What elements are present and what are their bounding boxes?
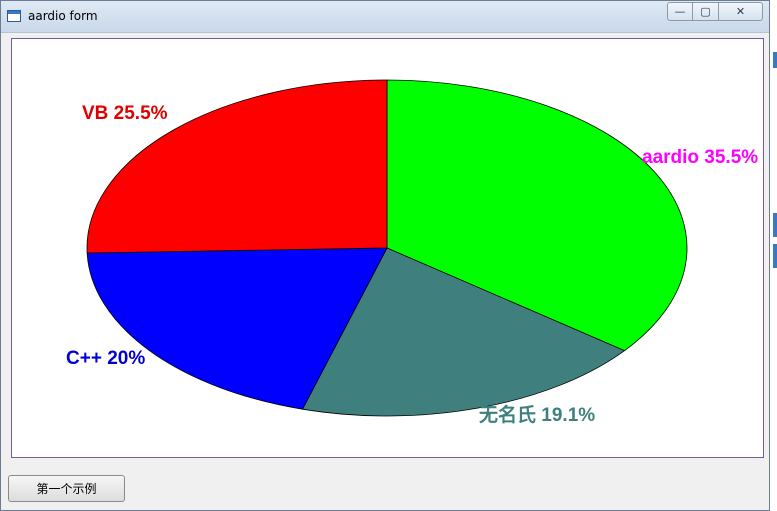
pie-slice-2 <box>86 247 388 410</box>
pie-slice-1 <box>301 247 626 417</box>
minimize-icon: — <box>674 5 686 18</box>
minimize-button[interactable]: — <box>667 2 693 21</box>
caption-buttons: — ▢ ✕ <box>667 2 763 22</box>
pie-chart: aardio 35.5% 无名氏 19.1% C++ 20% VB 25.5% <box>66 79 758 426</box>
pie-slice-0 <box>386 79 688 352</box>
scroll-mark <box>773 244 777 268</box>
scroll-mark <box>773 213 777 237</box>
maximize-button[interactable]: ▢ <box>693 2 719 21</box>
close-icon: ✕ <box>735 5 746 18</box>
close-button[interactable]: ✕ <box>719 2 763 21</box>
window-title: aardio form <box>28 9 98 23</box>
title-bar[interactable]: aardio form — ▢ ✕ <box>1 1 769 33</box>
slice-label-0: aardio 35.5% <box>642 147 758 168</box>
pie-slice-3 <box>86 79 388 254</box>
example-button[interactable]: 第一个示例 <box>8 475 125 502</box>
window-icon <box>7 10 21 22</box>
slice-label-3: VB 25.5% <box>82 103 168 124</box>
chart-canvas: aardio 35.5% 无名氏 19.1% C++ 20% VB 25.5% <box>11 38 764 458</box>
scroll-mark <box>773 52 777 68</box>
maximize-icon: ▢ <box>700 5 711 18</box>
slice-label-2: C++ 20% <box>66 348 145 369</box>
slice-label-1: 无名氏 19.1% <box>479 403 595 426</box>
